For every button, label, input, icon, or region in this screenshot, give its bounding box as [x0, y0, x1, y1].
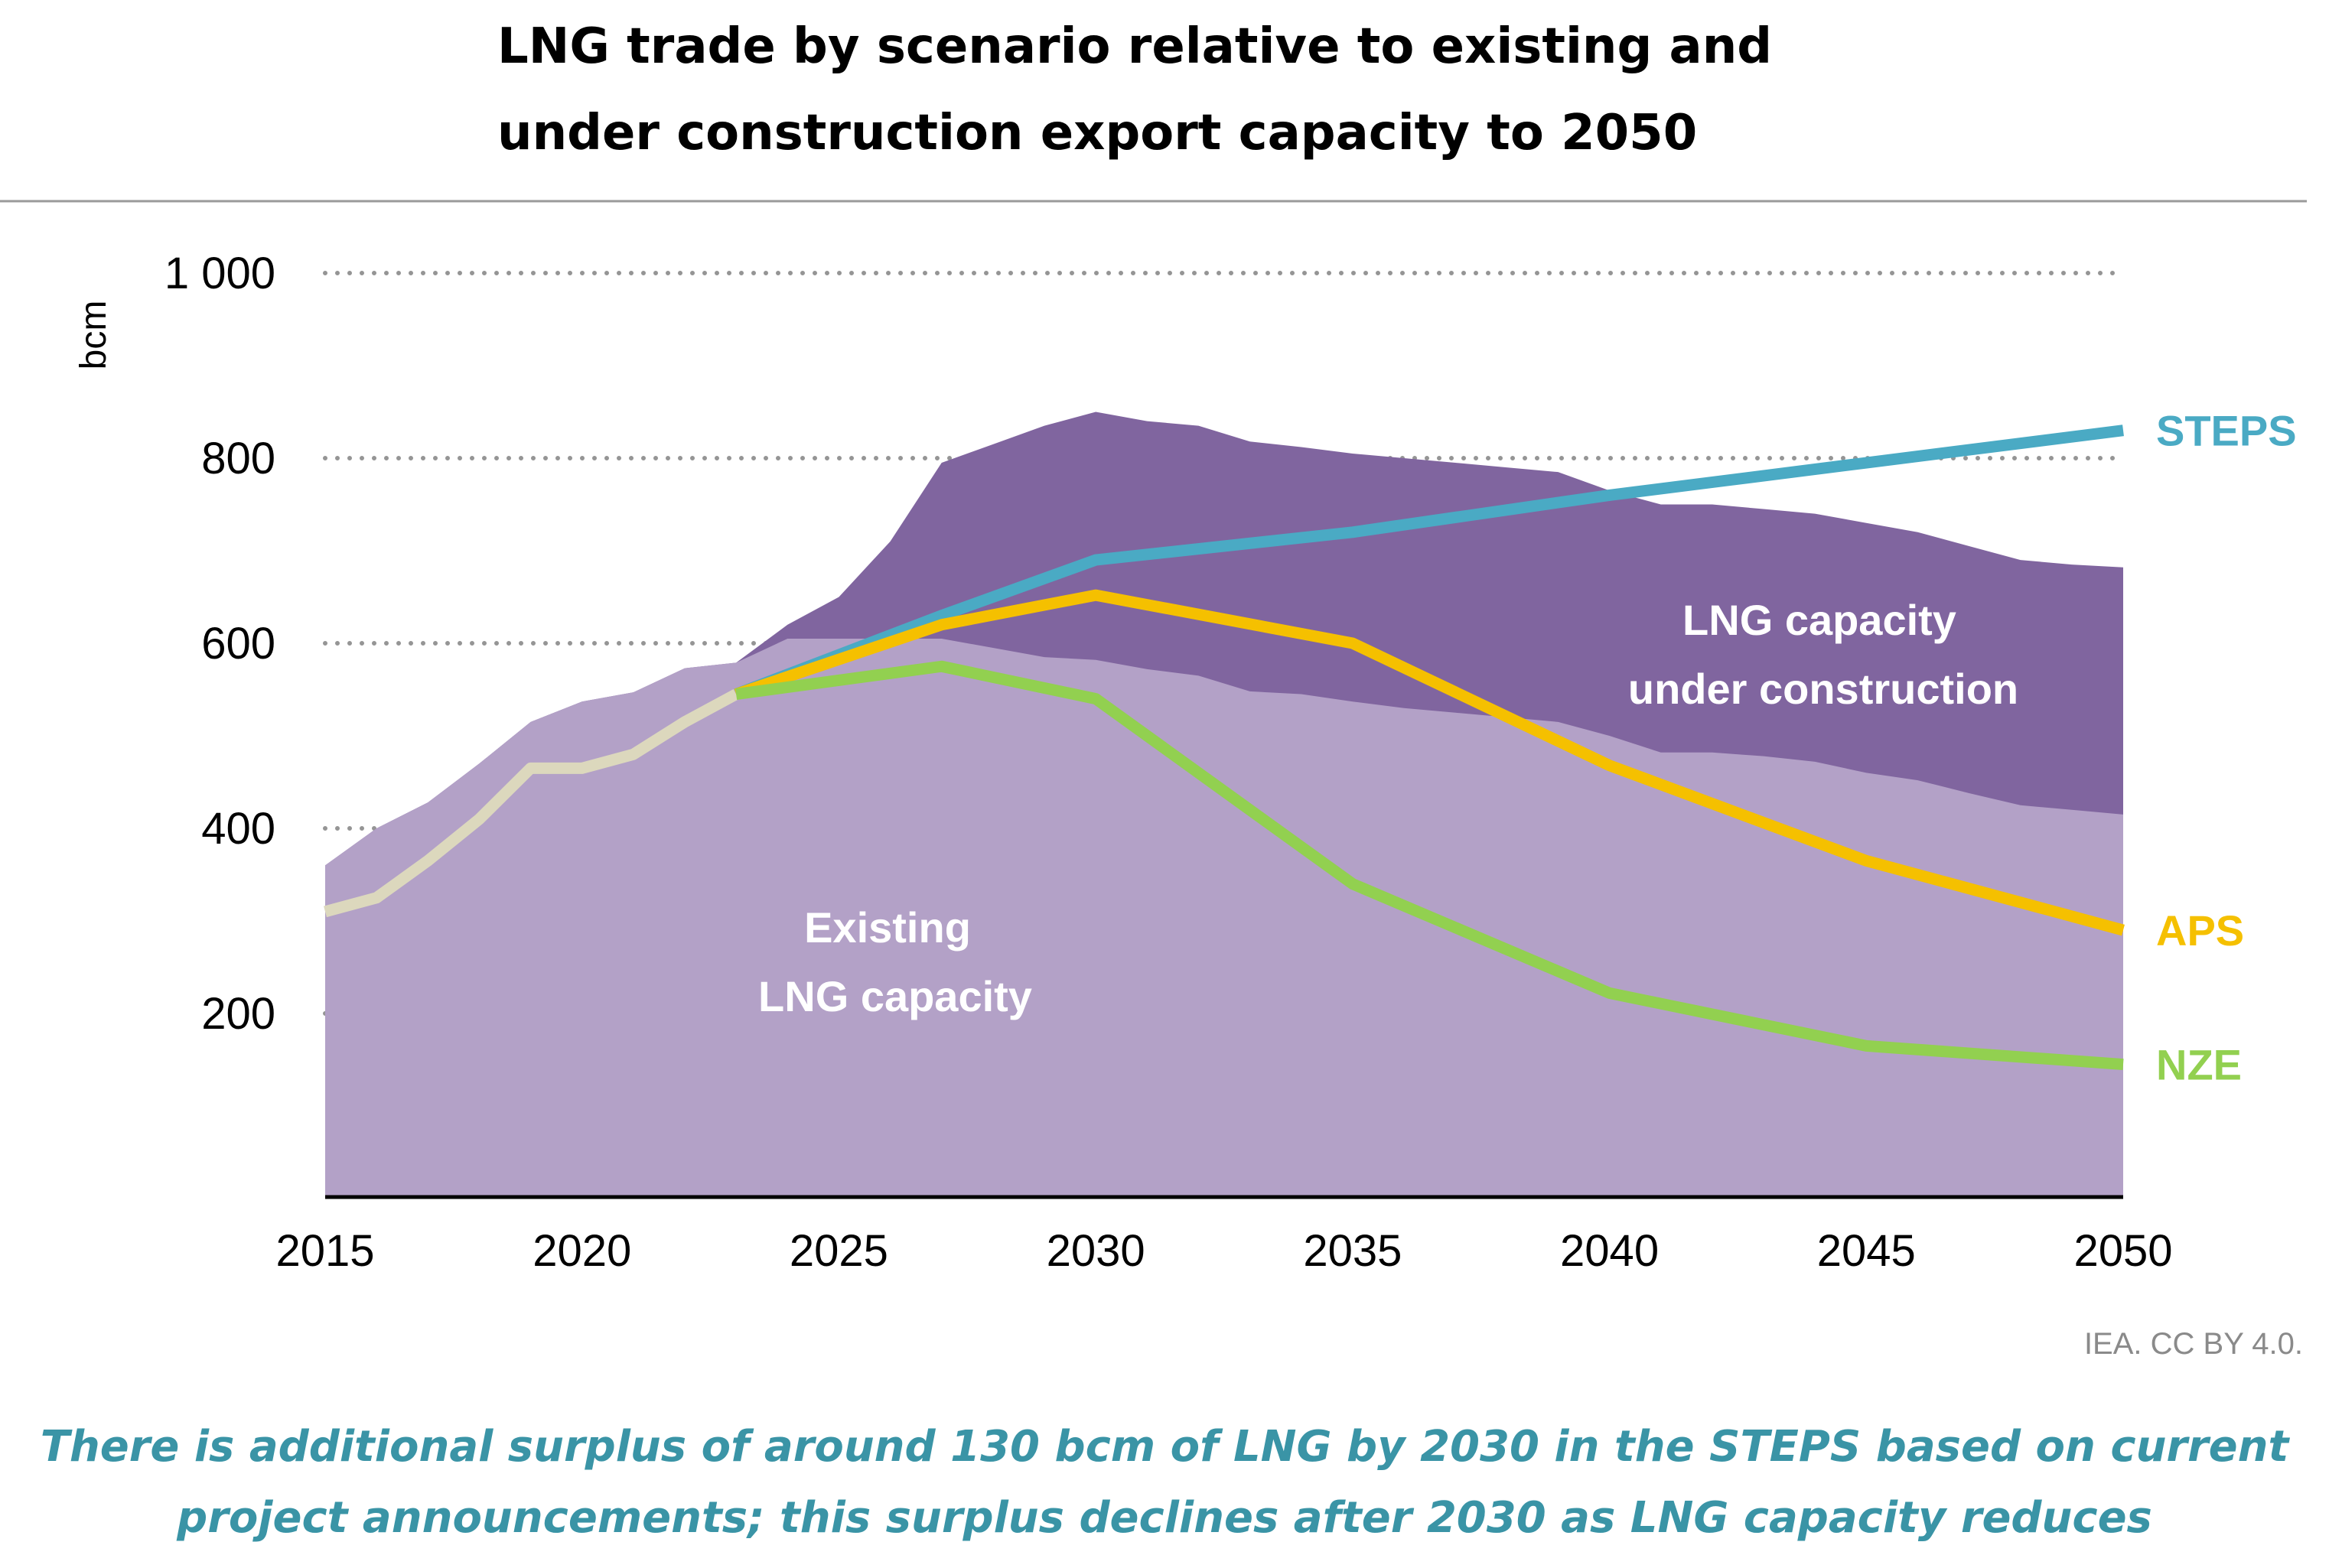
series-line-steps [734, 425, 2124, 700]
x-tick-label: 2025 [790, 1226, 888, 1276]
existing-capacity-label-2: LNG capacity [758, 972, 1032, 1020]
x-tick-label: 2040 [1560, 1226, 1659, 1276]
chart-title-line-1: LNG trade by scenario relative to existi… [497, 18, 1772, 75]
series-label-nze: NZE [2156, 1041, 2242, 1089]
series-line-historical [324, 688, 739, 918]
x-tick-label: 2050 [2073, 1226, 2172, 1276]
y-tick-label: 400 [201, 804, 275, 854]
y-axis-label: bcm [73, 301, 114, 370]
y-tick-label: 1 000 [164, 249, 275, 298]
under-construction-label-2: under construction [1628, 665, 2018, 713]
y-tick-label: 200 [201, 989, 275, 1039]
y-tick-label: 800 [201, 434, 275, 483]
caption-line-1: There is additional surplus of around 13… [41, 1422, 2291, 1472]
caption-line-2: project announcements; this surplus decl… [176, 1493, 2152, 1543]
series-label-steps: STEPS [2156, 407, 2297, 455]
x-tick-label: 2015 [275, 1226, 374, 1276]
x-tick-label: 2035 [1303, 1226, 1402, 1276]
series-line-nze [735, 660, 2124, 1071]
x-tick-label: 2020 [533, 1226, 631, 1276]
x-tick-label: 2045 [1817, 1226, 1916, 1276]
x-tick-label: 2030 [1047, 1226, 1145, 1276]
existing-capacity-label-1: Existing [804, 903, 971, 952]
source-note: IEA. CC BY 4.0. [2084, 1327, 2303, 1361]
series-line-aps [734, 589, 2125, 936]
existing-capacity-area [325, 638, 2123, 1199]
chart-title-line-2: under construction export capacity to 20… [497, 105, 1697, 161]
under-construction-label-1: LNG capacity [1682, 596, 1956, 644]
y-tick-label: 600 [201, 619, 275, 669]
series-label-aps: APS [2156, 906, 2244, 955]
